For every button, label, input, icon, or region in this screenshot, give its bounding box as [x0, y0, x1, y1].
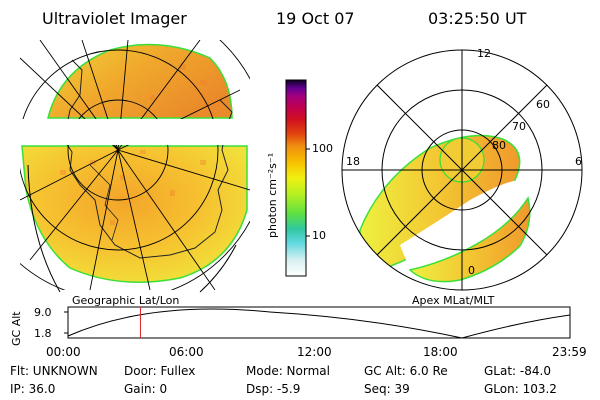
aurora-lower-region — [21, 145, 248, 283]
info-gc-alt: GC Alt: 6.0 Re — [364, 364, 448, 378]
polar-plot — [341, 49, 583, 291]
info-gain: Gain: 0 — [124, 382, 168, 396]
timeline-xtick-0000: 00:00 — [46, 345, 81, 359]
observation-time: 03:25:50 UT — [428, 9, 527, 28]
mlt-label-0: 0 — [468, 264, 475, 277]
info-dsp: Dsp: -5.9 — [246, 382, 301, 396]
info-mode: Mode: Normal — [246, 364, 330, 378]
timeline-axis-label: GC Alt — [10, 311, 23, 346]
info-door: Door: Fullex — [124, 364, 196, 378]
timeline-xtick-0600: 06:00 — [169, 345, 204, 359]
color-scale — [285, 79, 310, 277]
oval-gap — [400, 179, 528, 270]
geographic-image-panel — [20, 40, 250, 293]
mlat-label-70: 70 — [512, 120, 526, 133]
timeline-frame — [67, 306, 571, 339]
colorbar-gradient — [285, 79, 307, 277]
mlt-label-6: 6 — [575, 155, 582, 168]
aurora-oval-lower — [408, 196, 531, 283]
altitude-timeline — [64, 306, 571, 339]
info-glat: GLat: -84.0 — [484, 364, 551, 378]
geographic-caption: Geographic Lat/Lon — [72, 294, 180, 307]
colorbar-tick-100: 100 — [312, 142, 333, 155]
timeline-xtick-2359: 23:59 — [552, 345, 587, 359]
apex-caption: Apex MLat/MLT — [412, 294, 495, 307]
polar-grid — [341, 49, 583, 291]
info-ip: IP: 36.0 — [10, 382, 56, 396]
mlt-label-12: 12 — [477, 47, 491, 60]
aurora-upper-region — [47, 43, 233, 119]
data-gap — [20, 119, 250, 145]
altitude-curve — [67, 308, 571, 339]
mlt-label-18: 18 — [346, 155, 360, 168]
colorbar-unit-label: photon cm⁻²s⁻¹ — [266, 152, 279, 238]
mlat-label-60: 60 — [536, 98, 550, 111]
observation-date: 19 Oct 07 — [276, 9, 355, 28]
instrument-title: Ultraviolet Imager — [42, 9, 187, 28]
info-seq: Seq: 39 — [364, 382, 410, 396]
timeline-xtick-1200: 12:00 — [297, 345, 332, 359]
timeline-ytick-low: 1.8 — [34, 327, 52, 340]
timeline-xtick-1800: 18:00 — [423, 345, 458, 359]
mlat-label-80: 80 — [492, 139, 506, 152]
timeline-ytick-high: 9.0 — [34, 306, 52, 319]
info-glon: GLon: 103.2 — [484, 382, 557, 396]
info-flight: Flt: UNKNOWN — [10, 364, 98, 378]
colorbar-tick-10: 10 — [312, 229, 326, 242]
